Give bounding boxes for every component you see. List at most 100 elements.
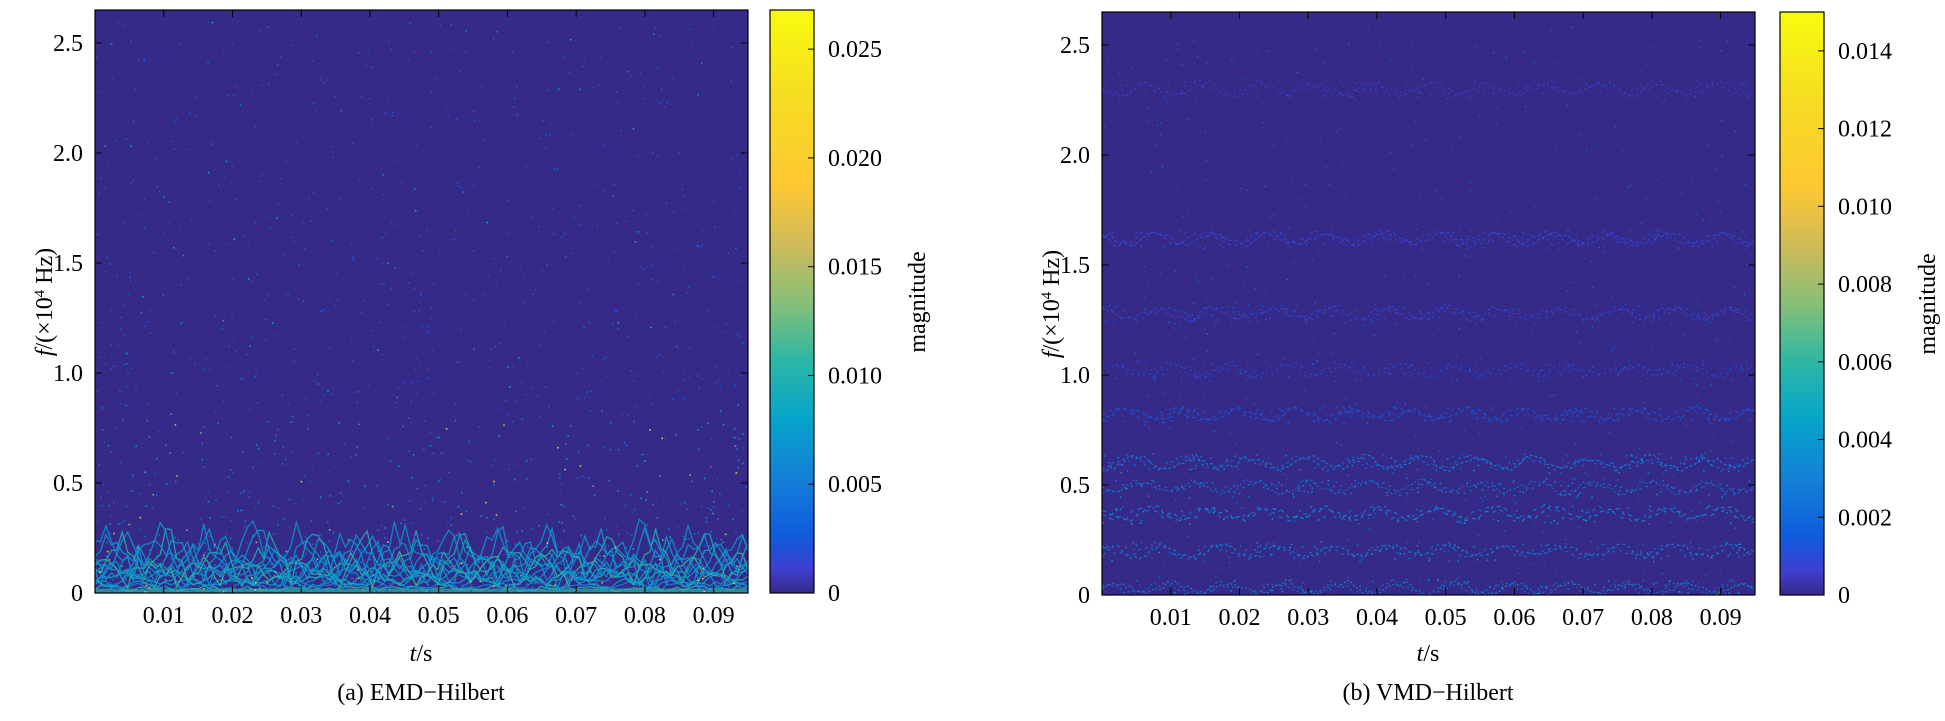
- colorbar-label: magnitude: [905, 251, 931, 352]
- spectrum-point: [336, 552, 339, 555]
- spectrum-point: [1273, 214, 1275, 216]
- spectrum-point: [516, 530, 518, 533]
- spectrum-point: [721, 585, 724, 588]
- spectrum-point: [261, 173, 263, 176]
- spectrum-point: [1140, 485, 1143, 487]
- spectrum-point: [1575, 465, 1577, 467]
- spectrum-point: [478, 561, 480, 563]
- spectrum-point: [155, 494, 158, 497]
- spectrum-point: [1434, 104, 1436, 106]
- spectrum-point: [1161, 421, 1164, 424]
- spectrum-point: [734, 587, 737, 589]
- spectrum-point: [342, 563, 345, 566]
- spectrum-point: [649, 397, 651, 399]
- spectrum-point: [1639, 586, 1641, 589]
- spectrum-point: [1265, 360, 1267, 363]
- spectrum-point: [1237, 467, 1239, 470]
- spectrum-point: [432, 452, 434, 455]
- spectrum-point: [156, 555, 158, 557]
- spectrum-point: [430, 307, 433, 310]
- spectrum-point: [356, 446, 358, 448]
- spectrum-point: [384, 527, 386, 529]
- spectrum-point: [1254, 549, 1257, 551]
- spectrum-point: [1118, 464, 1121, 466]
- spectrum-point: [135, 447, 137, 450]
- spectrum-point: [461, 584, 464, 586]
- spectrum-point: [388, 587, 391, 589]
- spectrum-point: [1377, 468, 1379, 471]
- spectrum-point: [1223, 517, 1225, 520]
- spectrum-point: [1122, 506, 1124, 508]
- spectrum-point: [650, 589, 652, 592]
- spectrum-point: [1153, 376, 1155, 378]
- spectrum-point: [340, 110, 343, 112]
- spectrum-point: [360, 579, 363, 582]
- spectrum-point: [1191, 314, 1193, 316]
- spectrum-point: [132, 474, 134, 476]
- spectrum-point: [1111, 309, 1113, 311]
- spectrum-point: [347, 539, 350, 541]
- spectrum-point: [1702, 364, 1704, 366]
- colorbar-tick-label: 0: [1838, 583, 1850, 609]
- spectrum-point: [1147, 107, 1149, 109]
- spectrum-point: [257, 501, 260, 504]
- spectrum-point: [1235, 318, 1237, 321]
- spectrum-point: [401, 327, 404, 329]
- spectrum-point: [100, 91, 103, 93]
- spectrum-point: [412, 272, 414, 275]
- spectrum-point: [1467, 235, 1469, 238]
- spectrum-point: [345, 575, 348, 577]
- spectrum-point: [209, 517, 211, 519]
- spectrum-point: [549, 552, 551, 555]
- spectrum-point: [1653, 314, 1655, 317]
- spectrum-point: [355, 571, 357, 574]
- spectrum-point: [733, 582, 735, 584]
- spectrum-point: [1363, 366, 1365, 369]
- spectrum-point: [1639, 70, 1642, 72]
- spectrum-point: [348, 481, 351, 484]
- spectrum-point: [109, 532, 111, 535]
- spectrum-point: [1741, 83, 1743, 85]
- spectrum-point: [1396, 322, 1398, 325]
- spectrum-point: [105, 363, 107, 365]
- spectrum-point: [168, 220, 171, 223]
- spectrum-point: [478, 167, 480, 169]
- spectrum-point: [1270, 410, 1273, 413]
- spectrum-point: [700, 505, 703, 507]
- spectrum-point: [1104, 591, 1107, 593]
- spectrum-point: [1376, 506, 1379, 509]
- spectrum-point: [122, 590, 124, 592]
- spectrum-point: [1180, 377, 1183, 379]
- spectrum-point: [230, 436, 233, 439]
- spectrum-point: [419, 571, 421, 574]
- spectrum-point: [457, 505, 460, 508]
- spectrum-point: [1266, 543, 1268, 545]
- spectrum-point: [1533, 322, 1535, 325]
- spectrum-point: [430, 126, 432, 128]
- spectrum-point: [207, 500, 210, 503]
- spectrum-point: [717, 278, 719, 281]
- spectrum-point: [590, 588, 592, 591]
- y-label-sup: 4: [1039, 291, 1055, 299]
- spectrum-point: [493, 518, 496, 520]
- spectrum-point: [1115, 508, 1117, 510]
- spectrum-point: [617, 328, 619, 330]
- spectrum-point: [126, 352, 128, 355]
- spectrum-point: [1459, 228, 1462, 231]
- spectrum-point: [248, 490, 251, 493]
- spectrum-point: [334, 305, 337, 307]
- spectrum-point: [616, 222, 618, 224]
- spectrum-point: [1451, 89, 1453, 92]
- spectrum-point: [413, 536, 416, 538]
- spectrum-point: [1590, 541, 1592, 543]
- spectrum-point: [1456, 578, 1458, 580]
- spectrum-point: [1717, 200, 1719, 203]
- spectrum-point: [1668, 580, 1670, 582]
- spectrum-point: [351, 550, 354, 553]
- spectrum-point: [514, 587, 516, 590]
- spectrum-point: [162, 562, 164, 565]
- spectrum-point: [1235, 442, 1237, 445]
- spectrum-point: [621, 587, 623, 590]
- spectrum-point: [1654, 238, 1656, 241]
- spectrum-point: [701, 62, 703, 65]
